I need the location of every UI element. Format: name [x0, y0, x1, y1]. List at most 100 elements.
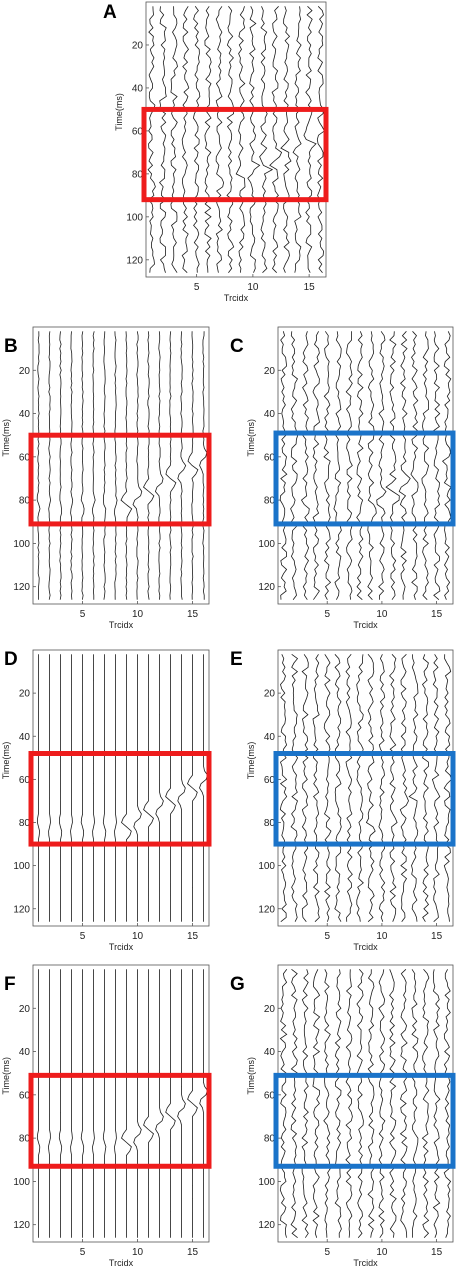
trace-5: [323, 654, 332, 922]
trace-6: [204, 6, 212, 273]
trace-4: [312, 331, 320, 600]
trace-11: [385, 331, 400, 600]
y-tick-label: 80: [19, 496, 31, 507]
y-tick-label: 120: [13, 1220, 30, 1231]
trace-8: [113, 331, 118, 600]
trace-3: [170, 6, 178, 273]
y-tick-label: 100: [258, 1177, 275, 1188]
panel-f: F20 40 60 80 100 120 5 10 15 Trcidx Time(ms): [1, 964, 212, 1268]
x-tick-label: 5: [80, 609, 86, 620]
trace-6: [92, 654, 95, 922]
highlight-box: [28, 1072, 212, 1169]
y-axis-label: Time(ms): [1, 419, 11, 457]
y-tick-label: 60: [132, 126, 144, 137]
y-tick-label: 100: [13, 539, 30, 550]
trace-13: [280, 6, 292, 273]
x-tick-label: 10: [132, 609, 144, 620]
y-tick-label: 80: [264, 1134, 276, 1145]
y-tick-label: 20: [19, 689, 31, 700]
y-tick-label: 60: [264, 1090, 276, 1101]
trace-16: [441, 331, 452, 600]
panel-d: D 20 40 60 80 100 120 5 10 15 Trcidx Time(ms): [1, 649, 212, 952]
trace-2: [159, 6, 167, 273]
panel-letter: A: [103, 2, 117, 23]
axes-frame: [32, 326, 210, 605]
y-tick-label: 100: [13, 861, 30, 872]
y-tick-label: 80: [264, 496, 276, 507]
x-tick-label: 10: [132, 931, 144, 942]
trace-13: [410, 331, 419, 600]
trace-1: [36, 969, 41, 1238]
trace-6: [334, 969, 342, 1238]
trace-12: [269, 6, 283, 273]
y-tick-label: 120: [13, 904, 30, 915]
y-tick-label: 80: [264, 818, 276, 829]
x-tick-label: 5: [324, 1247, 330, 1258]
trace-9: [121, 969, 132, 1238]
y-axis-label: Time(ms): [246, 1057, 256, 1095]
y-tick-label: 60: [19, 1090, 31, 1101]
trace-14: [177, 969, 186, 1238]
y-tick-label: 120: [126, 255, 143, 266]
trace-9: [367, 969, 375, 1238]
axes-frame: [277, 649, 454, 927]
trace-5: [80, 969, 85, 1238]
trace-6: [92, 969, 95, 1238]
trace-16: [443, 654, 452, 922]
axes-frame: [32, 964, 210, 1243]
panel-c: C 20 40 60 80 100 120 5 10 15 Trcidx Time(ms): [230, 326, 456, 630]
trace-15: [187, 654, 198, 922]
y-tick-label: 20: [19, 366, 31, 377]
trace-10: [133, 654, 142, 922]
trace-9: [365, 654, 376, 923]
y-tick-label: 40: [132, 83, 144, 94]
y-axis-label: Time(ms): [246, 419, 256, 457]
trace-12: [155, 969, 164, 1238]
trace-2: [290, 653, 299, 922]
trace-12: [155, 654, 164, 922]
x-tick-label: 10: [376, 931, 388, 942]
trace-15: [303, 6, 317, 273]
x-tick-label: 15: [187, 609, 199, 620]
trace-13: [408, 654, 419, 922]
y-tick-label: 60: [264, 452, 276, 463]
x-axis-label: Trcidx: [109, 620, 134, 630]
panel-letter: B: [4, 336, 18, 357]
trace-2: [48, 654, 51, 922]
y-tick-label: 100: [258, 539, 275, 550]
y-tick-label: 80: [19, 1134, 31, 1145]
trace-5: [192, 6, 201, 273]
x-axis-label: Trcidx: [353, 620, 378, 630]
trace-4: [181, 6, 190, 273]
trace-13: [411, 969, 419, 1238]
trace-3: [300, 331, 310, 600]
y-tick-label: 120: [13, 582, 30, 593]
x-tick-label: 10: [376, 1247, 388, 1258]
x-tick-label: 15: [431, 1247, 443, 1258]
trace-15: [432, 331, 441, 601]
axes-frame: [277, 326, 454, 605]
y-tick-label: 40: [264, 732, 276, 743]
y-axis-label: Time(ms): [114, 93, 124, 131]
x-tick-label: 15: [431, 609, 443, 620]
trace-8: [226, 6, 235, 273]
trace-1: [279, 969, 288, 1238]
trace-14: [177, 654, 186, 922]
trace-15: [187, 331, 199, 600]
trace-15: [431, 654, 441, 922]
trace-4: [312, 654, 320, 922]
x-tick-label: 15: [304, 282, 316, 293]
trace-2: [48, 331, 52, 600]
trace-14: [292, 6, 302, 273]
trace-3: [58, 654, 63, 922]
trace-12: [399, 654, 409, 922]
trace-13: [165, 654, 176, 922]
trace-15: [187, 969, 198, 1238]
trace-3: [301, 969, 309, 1238]
trace-14: [421, 331, 430, 600]
highlight-box: [273, 751, 456, 847]
x-axis-label: Trcidx: [353, 942, 378, 952]
trace-6: [334, 654, 342, 922]
trace-8: [356, 331, 364, 601]
